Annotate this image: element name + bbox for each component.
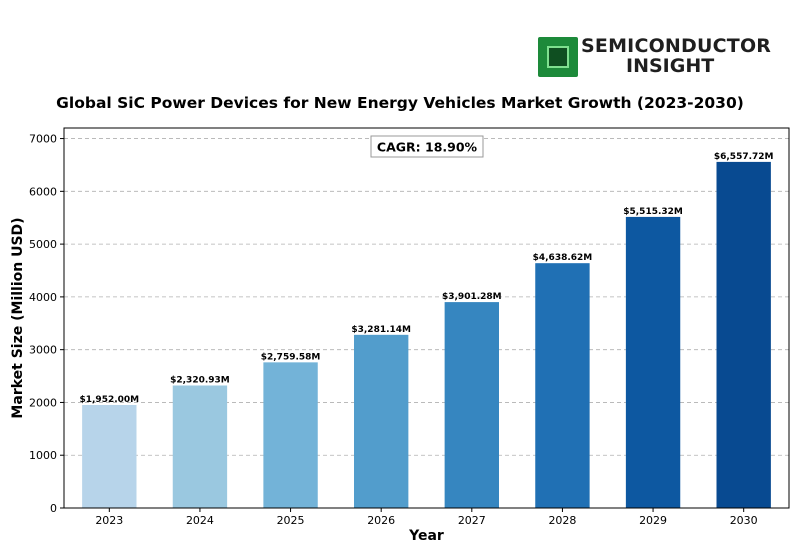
bar-2029	[625, 216, 681, 508]
bar-2024	[172, 385, 228, 508]
y-tick-label: 6000	[29, 185, 57, 198]
y-tick-label: 2000	[29, 396, 57, 409]
logo-text-line2: INSIGHT	[626, 55, 715, 77]
x-tick-label: 2025	[277, 514, 305, 527]
chip-icon	[538, 37, 578, 77]
bar-2028	[535, 263, 590, 508]
y-tick-label: 0	[50, 502, 57, 515]
x-axis-label: Year	[408, 528, 444, 544]
chart-title: Global SiC Power Devices for New Energy …	[56, 94, 744, 112]
y-tick-label: 3000	[29, 344, 57, 357]
x-tick-label: 2026	[367, 514, 395, 527]
data-label: $2,320.93M	[170, 376, 230, 386]
x-tick-label: 2029	[639, 514, 667, 527]
bar-2026	[354, 334, 409, 508]
y-tick-label: 5000	[29, 238, 57, 251]
bar-2030	[716, 161, 771, 508]
data-label: $6,557.72M	[714, 152, 774, 162]
y-axis-label: Market Size (Million USD)	[10, 217, 26, 418]
x-tick-label: 2030	[730, 514, 758, 527]
x-tick-label: 2024	[186, 514, 214, 527]
y-tick-label: 1000	[29, 449, 57, 462]
x-tick-label: 2028	[548, 514, 576, 527]
cagr-box	[370, 135, 484, 158]
data-label: $1,952.00M	[79, 395, 139, 405]
semiconductor-insight-logo: SEMICONDUCTOR INSIGHT	[538, 35, 772, 79]
plot-frame	[63, 127, 790, 509]
y-tick-label: 7000	[29, 133, 57, 146]
y-tick-label: 4000	[29, 291, 57, 304]
data-label: $2,759.58M	[261, 352, 321, 362]
bar-2025	[263, 362, 318, 508]
logo-text-line1: SEMICONDUCTOR	[581, 35, 772, 57]
x-tick-label: 2027	[458, 514, 486, 527]
cagr-annotation: CAGR: 18.90%	[377, 140, 478, 155]
data-label: $3,281.14M	[351, 325, 411, 335]
data-label: $4,638.62M	[533, 253, 593, 263]
bar-2023	[82, 404, 137, 508]
data-label: $3,901.28M	[442, 292, 502, 302]
x-tick-label: 2023	[95, 514, 123, 527]
bar-2027	[444, 302, 499, 508]
data-label: $5,515.32M	[623, 207, 683, 217]
